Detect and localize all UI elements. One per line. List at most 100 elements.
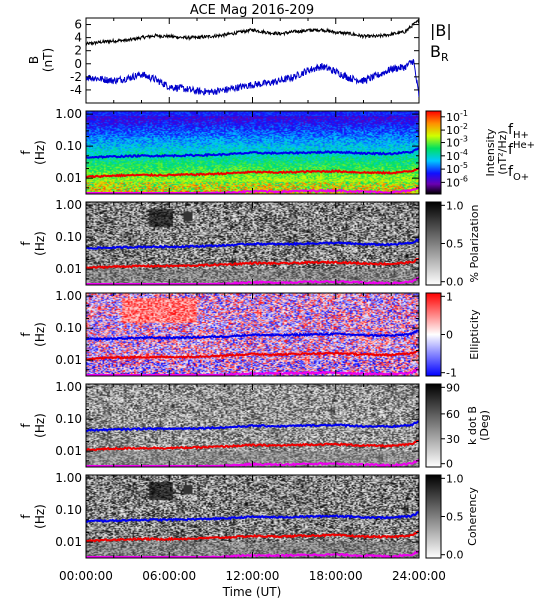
colorbar-tick-base: 10 xyxy=(446,163,460,176)
panel-kdotb-ytick-label: 1.00 xyxy=(55,380,82,394)
legend-fhe-symbol: f xyxy=(508,142,514,158)
colorbar-kdotb-label: k dot B xyxy=(466,406,479,445)
colorbar-kdotb-unit: (Deg) xyxy=(478,410,491,441)
panel-kdotb-yunit: (Hz) xyxy=(33,413,47,438)
panel-0-ytick-label: 0 xyxy=(74,57,82,71)
colorbar-tick-base: 10 xyxy=(446,176,460,189)
colorbar-tick-exponent: -3 xyxy=(460,135,468,144)
panel-intensity-line-fh xyxy=(85,147,420,159)
legend-fo-symbol: f xyxy=(508,164,514,180)
colorbar-coherency-label: Coherency xyxy=(466,487,479,546)
colorbar-tick-base: 10 xyxy=(446,124,460,137)
panel-0-ytick-label: -4 xyxy=(70,83,82,97)
colorbar-tick-base: 10 xyxy=(446,150,460,163)
colorbar-intensity xyxy=(425,110,442,195)
colorbar-intensity-tick-label: 10-6 xyxy=(446,174,468,189)
panel-coherency-yunit: (Hz) xyxy=(33,504,47,529)
colorbar-ellipticity-tick-label: 0 xyxy=(446,329,453,342)
panel-kdotb-ylabel: f xyxy=(19,423,33,428)
panel-ellipticity-ytick-label: 0.01 xyxy=(55,353,82,367)
figure-title: ACE Mag 2016-209 xyxy=(190,3,314,18)
legend-fh: fH+ xyxy=(508,122,529,141)
panel-coherency-line-fhe xyxy=(85,530,420,543)
legend-br-symbol: B xyxy=(430,42,441,61)
colorbar-tick-base: 10 xyxy=(446,111,460,124)
panel-0-ylabel: B xyxy=(27,56,41,64)
panel-kdotb: 1.00 0.10 0.01 f (Hz) 90 60 30 0 k dot B (Deg) xyxy=(19,380,491,471)
colorbar-ellipticity-tick-label: 1 xyxy=(446,290,453,303)
panel-intensity-yunit: (Hz) xyxy=(33,140,47,165)
colorbar-intensity-tick-label: 10-3 xyxy=(446,135,468,150)
colorbar-kdotb-tick-label: 60 xyxy=(446,408,460,421)
colorbar-ellipticity xyxy=(425,292,442,377)
series-br-line xyxy=(86,59,419,98)
panel-kdotb-line-fh xyxy=(85,420,420,433)
x-tick-label: 18:00:00 xyxy=(309,569,363,583)
colorbar-ellipticity-label: Ellipticity xyxy=(468,309,481,360)
colorbar-polarization-tick-label: 1.0 xyxy=(446,199,464,212)
legend-bmag: |B| xyxy=(430,21,452,40)
panel-ellipticity-yunit: (Hz) xyxy=(33,322,47,347)
panel-polarization-yunit: (Hz) xyxy=(33,231,47,256)
panel-kdotb-ytick-label: 0.10 xyxy=(55,412,82,426)
panel-coherency-ylabel: f xyxy=(19,514,33,519)
panel-polarization-ytick-label: 0.10 xyxy=(55,230,82,244)
colorbar-tick-exponent: -5 xyxy=(460,161,468,170)
x-tick-label: 12:00:00 xyxy=(226,569,280,583)
colorbar-coherency-tick-label: 1.0 xyxy=(446,472,464,485)
panel-ellipticity-line-fhe xyxy=(85,349,420,361)
legend-br-subscript: R xyxy=(441,51,449,64)
colorbar-kdotb-tick-label: 0 xyxy=(446,458,453,471)
panel-coherency-line-fh xyxy=(85,510,420,524)
panel-polarization-line-fh xyxy=(85,238,420,250)
panel-kdotb-ytick-label: 0.01 xyxy=(55,444,82,458)
panel-intensity-ytick-label: 0.10 xyxy=(55,139,82,153)
colorbar-tick-exponent: -1 xyxy=(460,109,468,118)
panel-0-ytick-label: 4 xyxy=(74,31,82,45)
panel-0-ytick-label: 2 xyxy=(74,44,82,58)
panel-0-ytick-label: -2 xyxy=(70,70,82,84)
panel-intensity-line-fhe xyxy=(85,167,420,179)
panel-0-ytick-label: 6 xyxy=(74,18,82,32)
panel-intensity-ytick-label: 0.01 xyxy=(55,171,82,185)
panel-polarization: 1.00 0.10 0.01 f (Hz) 1.0 0.5 0.0 % Polarization xyxy=(19,198,481,289)
colorbar-intensity-label: Intensity xyxy=(484,128,497,176)
panel-coherency-ytick-label: 0.10 xyxy=(55,503,82,517)
panel-kdotb-line-fhe xyxy=(85,439,420,452)
colorbar-tick-exponent: -6 xyxy=(460,174,468,183)
colorbar-kdotb-tick-label: 90 xyxy=(446,381,460,394)
panel-ellipticity-line-fh xyxy=(85,329,420,342)
colorbar-polarization xyxy=(425,201,442,286)
x-tick-label: 06:00:00 xyxy=(142,569,196,583)
panel-polarization-ytick-label: 1.00 xyxy=(55,198,82,212)
panel-intensity-ytick-label: 1.00 xyxy=(55,107,82,121)
colorbar-intensity-tick-label: 10-5 xyxy=(446,161,468,176)
legend-fh-symbol: f xyxy=(508,122,514,138)
colorbar-coherency-tick-label: 0.0 xyxy=(446,549,464,562)
panel-intensity-ylabel: f xyxy=(19,150,33,155)
legend-fo: fO+ xyxy=(508,164,529,183)
panel-polarization-line-fhe xyxy=(85,257,420,270)
panel-ellipticity: 1.00 0.10 0.01 f (Hz) 1 0 -1 Ellipticity xyxy=(19,289,481,380)
panel-ellipticity-ytick-label: 1.00 xyxy=(55,289,82,303)
legend-fh-subscript: H+ xyxy=(513,130,529,141)
panel-coherency-ytick-label: 1.00 xyxy=(55,471,82,485)
legend-fo-subscript: O+ xyxy=(513,172,529,183)
x-axis-label: Time (UT) xyxy=(222,585,282,599)
colorbar-kdotb-tick-label: 30 xyxy=(446,433,460,446)
colorbar-polarization-label: % Polarization xyxy=(468,205,481,283)
colorbar-coherency xyxy=(425,474,442,559)
panel-polarization-ytick-label: 0.01 xyxy=(55,262,82,276)
panel-coherency-ytick-label: 0.01 xyxy=(55,535,82,549)
colorbar-intensity-tick-label: 10-2 xyxy=(446,122,468,137)
legend-fhe-subscript: He+ xyxy=(513,140,535,151)
legend-br: BR xyxy=(430,42,449,64)
colorbar-kdotb xyxy=(425,383,442,468)
x-tick-label: 24:00:00 xyxy=(392,569,446,583)
colorbar-coherency-tick-label: 0.5 xyxy=(446,511,464,524)
panel-0-yunit: (nT) xyxy=(41,48,55,72)
series-bmag-line xyxy=(86,18,419,47)
panel-polarization-ylabel: f xyxy=(19,241,33,246)
